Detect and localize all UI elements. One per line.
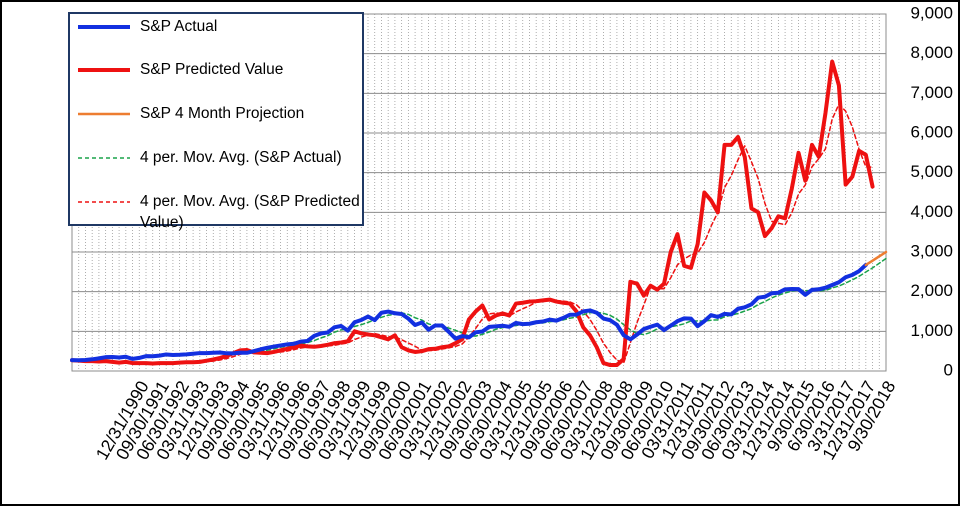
- y-tick-label: 3,000: [910, 241, 953, 260]
- series-line: [70, 59, 875, 368]
- y-tick-label: 8,000: [910, 43, 953, 62]
- legend-label: 4 per. Mov. Avg. (S&P Predicted Value): [140, 193, 360, 231]
- y-tick-label: 4,000: [910, 202, 953, 221]
- y-tick-label: 0: [944, 360, 953, 379]
- legend-swatch: [78, 201, 130, 203]
- legend-label: S&P 4 Month Projection: [140, 105, 305, 122]
- y-tick-label: 1,000: [910, 321, 953, 340]
- legend-label: S&P Predicted Value: [140, 61, 284, 78]
- legend: S&P Actual S&P Predicted Value S&P 4 Month…: [68, 12, 364, 231]
- y-tick-label: 6,000: [910, 122, 953, 141]
- legend-entry: 4 per. Mov. Avg. (S&P Predicted Value): [76, 191, 368, 233]
- legend-label: 4 per. Mov. Avg. (S&P Actual): [140, 149, 342, 166]
- y-tick-label: 7,000: [910, 83, 953, 102]
- legend-entry: 4 per. Mov. Avg. (S&P Actual): [76, 147, 368, 168]
- legend-entry: S&P Predicted Value: [76, 59, 368, 80]
- legend-swatch: [78, 68, 130, 72]
- y-tick-label: 9,000: [910, 3, 953, 22]
- legend-label: S&P Actual: [140, 18, 218, 35]
- legend-swatch: [78, 25, 130, 29]
- series-line: [91, 103, 874, 364]
- series-line: [864, 250, 888, 267]
- series-line: [70, 262, 868, 363]
- legend-swatch: [78, 112, 130, 116]
- legend-entry: S&P 4 Month Projection: [76, 103, 368, 124]
- y-tick-label: 2,000: [910, 281, 953, 300]
- y-tick-label: 5,000: [910, 162, 953, 181]
- legend-entry: S&P Actual: [76, 16, 368, 37]
- legend-swatch: [78, 157, 130, 159]
